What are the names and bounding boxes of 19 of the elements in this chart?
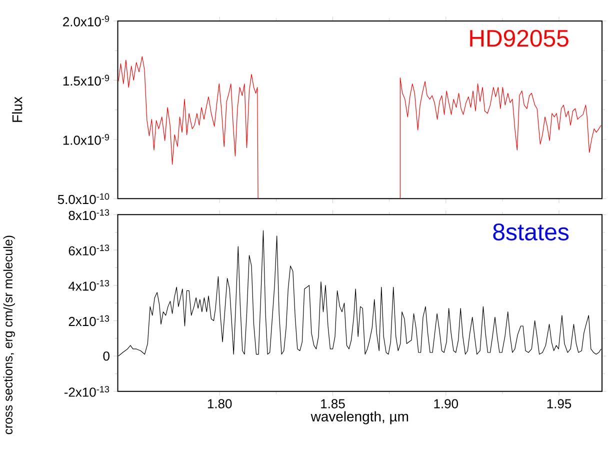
y-tick-label: 1.5x10$^{-9}$	[63, 74, 110, 86]
y-axis-title: Flux	[12, 96, 22, 122]
y-axis-title: cross sections, erg cm/(sr molecule)	[3, 236, 15, 434]
y-tick-label: 0	[103, 351, 110, 360]
x-axis-title: wavelength, µm	[310, 411, 408, 424]
y-tick-label: 6x10$^{-13}$	[68, 244, 110, 256]
y-tick-label: 2x10$^{-13}$	[68, 315, 110, 326]
y-tick-label: -2x10$^{-13}$	[64, 386, 110, 397]
y-tick-label: 4x10$^{-13}$	[68, 280, 110, 291]
x-tick-label: 1.90	[434, 399, 458, 408]
y-tick-label: 2.0x10$^{-9}$	[63, 15, 110, 26]
y-tick-label: 8x10$^{-13}$	[68, 209, 110, 220]
x-tick-label: 1.95	[547, 399, 572, 408]
y-tick-label: 5.0x10$^{-10}$	[58, 193, 110, 204]
series-label: HD92055	[470, 30, 568, 47]
x-tick-label: 1.80	[208, 399, 232, 408]
x-tick-label: 1.85	[321, 399, 345, 408]
y-tick-label: 1.0x10$^{-9}$	[63, 134, 110, 145]
annotation: 8states	[493, 223, 569, 240]
